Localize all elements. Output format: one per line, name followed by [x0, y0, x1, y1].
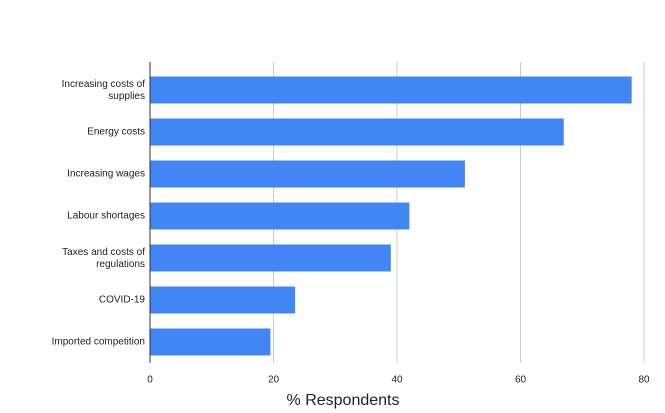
bar — [150, 328, 271, 356]
x-axis-title: % Respondents — [287, 392, 400, 409]
x-tick-label: 40 — [391, 375, 403, 386]
y-tick-label: Energy costs — [87, 127, 145, 138]
x-tick-label: 60 — [515, 375, 527, 386]
bar — [150, 286, 296, 314]
x-tick-label: 80 — [638, 375, 650, 386]
x-tick-label: 20 — [268, 375, 280, 386]
bar — [150, 118, 564, 146]
y-tick-label: Taxes and costs of regulations — [62, 247, 145, 270]
bar — [150, 76, 632, 104]
bar — [150, 244, 391, 272]
bar — [150, 160, 465, 188]
y-tick-label: Labour shortages — [67, 211, 145, 222]
x-tick-label: 0 — [147, 375, 153, 386]
y-tick-label: COVID-19 — [99, 295, 146, 306]
y-tick-label: Increasing wages — [67, 169, 145, 180]
y-tick-label: Imported competition — [52, 337, 145, 348]
bar — [150, 202, 410, 230]
y-tick-label: Increasing costs of supplies — [62, 79, 146, 102]
